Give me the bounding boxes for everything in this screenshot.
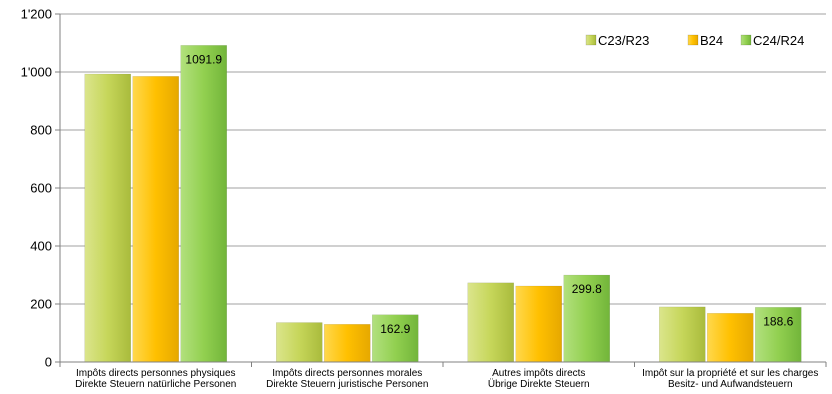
bar [324, 324, 371, 363]
bar [180, 45, 227, 363]
bar [707, 313, 754, 363]
legend-swatch [585, 34, 597, 46]
x-category-label: Autres impôts directs Übrige Direkte Steu… [488, 368, 590, 390]
x-category-label: Impôts directs personnes physiques Direkt… [75, 368, 236, 390]
bar [372, 314, 419, 363]
bar [755, 307, 802, 363]
legend: C23/R23 B24 C24/R24 [585, 33, 804, 48]
data-label: 162.9 [380, 322, 410, 336]
y-tick-label: 1'000 [21, 65, 52, 80]
legend-swatch [740, 34, 752, 46]
y-tick-label: 1'200 [21, 7, 52, 22]
data-label: 299.8 [572, 282, 602, 296]
bar [515, 285, 562, 363]
x-category-label: Impôt sur la propriété et sur les charge… [642, 368, 818, 390]
y-tick-label: 400 [30, 239, 52, 254]
bar [467, 282, 514, 363]
bars [84, 45, 802, 363]
data-labels: 1091.9 162.9 299.8 188.6 [185, 52, 793, 335]
data-label: 1091.9 [185, 52, 222, 66]
bar [659, 306, 706, 363]
legend-swatch [687, 34, 699, 46]
bar [276, 322, 323, 363]
bar [132, 76, 179, 363]
y-tick-label: 200 [30, 297, 52, 312]
legend-label: B24 [700, 33, 723, 48]
x-category-label: Impôts directs personnes morales Direkte … [266, 368, 428, 390]
x-axis: Impôts directs personnes physiques Direkt… [59, 14, 827, 390]
y-tick-label: 800 [30, 123, 52, 138]
y-tick-label: 0 [45, 355, 52, 370]
data-label: 188.6 [763, 314, 793, 328]
y-tick-label: 600 [30, 181, 52, 196]
legend-label: C23/R23 [598, 33, 649, 48]
legend-label: C24/R24 [753, 33, 804, 48]
y-axis-ticks: 0 200 400 600 800 1'000 1'200 [21, 7, 60, 370]
bar [563, 274, 610, 363]
bar [84, 73, 131, 363]
